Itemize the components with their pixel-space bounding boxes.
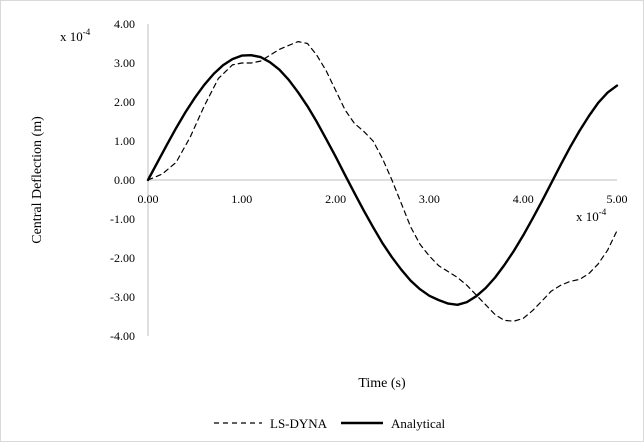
legend-label-ls-dyna: LS-DYNA xyxy=(270,416,328,431)
y-tick-label: 3.00 xyxy=(114,56,135,70)
y-scale-note: x 10-4 xyxy=(60,27,91,44)
x-tick-label: 0.00 xyxy=(138,192,159,206)
y-tick-label: -1.00 xyxy=(110,212,135,226)
tick-labels: 4.003.002.001.000.00-1.00-2.00-3.00-4.00… xyxy=(110,17,628,343)
x-tick-label: 1.00 xyxy=(231,192,252,206)
x-scale-note: x 10-4 xyxy=(576,207,607,224)
legend-label-analytical: Analytical xyxy=(391,416,446,431)
x-tick-label: 3.00 xyxy=(419,192,440,206)
y-tick-label: 1.00 xyxy=(114,134,135,148)
series-line-analytical xyxy=(146,54,619,306)
y-tick-label: -3.00 xyxy=(110,290,135,304)
series-lines xyxy=(146,40,619,322)
legend: LS-DYNA Analytical xyxy=(214,416,446,431)
x-axis-title: Time (s) xyxy=(358,376,406,391)
y-tick-label: 4.00 xyxy=(114,17,135,31)
series-line-ls-dyna xyxy=(147,40,618,322)
x-tick-label: 5.00 xyxy=(607,192,628,206)
y-tick-label: -2.00 xyxy=(110,251,135,265)
y-tick-label: 0.00 xyxy=(114,173,135,187)
y-axis-title: Central Deflection (m) xyxy=(30,116,45,244)
x-tick-label: 2.00 xyxy=(325,192,346,206)
y-tick-label: 2.00 xyxy=(114,95,135,109)
y-tick-label: -4.00 xyxy=(110,329,135,343)
x-tick-label: 4.00 xyxy=(513,192,534,206)
